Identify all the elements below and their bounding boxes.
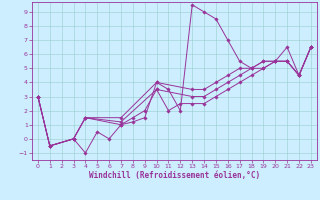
X-axis label: Windchill (Refroidissement éolien,°C): Windchill (Refroidissement éolien,°C) xyxy=(89,171,260,180)
